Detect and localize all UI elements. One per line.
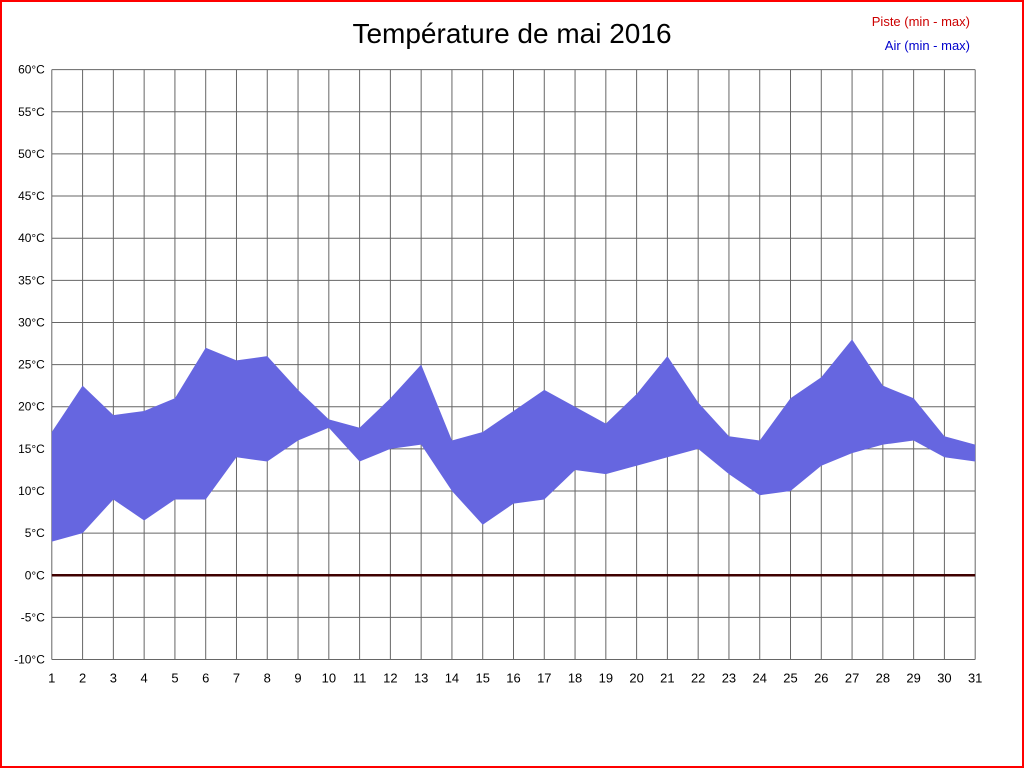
y-tick-label: 10°C — [18, 484, 45, 498]
x-tick-label: 6 — [202, 670, 209, 685]
y-tick-label: -10°C — [14, 653, 45, 667]
x-tick-label: 18 — [568, 670, 582, 685]
x-tick-label: 20 — [629, 670, 643, 685]
x-tick-label: 3 — [110, 670, 117, 685]
y-tick-label: 55°C — [18, 105, 45, 119]
x-tick-label: 1 — [48, 670, 55, 685]
x-tick-label: 17 — [537, 670, 551, 685]
x-tick-label: 29 — [906, 670, 920, 685]
x-tick-label: 11 — [353, 670, 366, 685]
y-tick-label: 15°C — [18, 442, 45, 456]
legend-air-label: Air (min - max) — [884, 38, 970, 53]
x-tick-label: 21 — [660, 670, 674, 685]
y-tick-label: 0°C — [25, 568, 45, 582]
x-tick-label: 25 — [783, 670, 797, 685]
x-tick-label: 26 — [814, 670, 828, 685]
x-tick-label: 2 — [79, 670, 86, 685]
x-tick-label: 15 — [476, 670, 490, 685]
x-tick-label: 13 — [414, 670, 428, 685]
x-tick-label: 8 — [264, 670, 271, 685]
x-tick-label: 23 — [722, 670, 736, 685]
x-tick-label: 19 — [599, 670, 613, 685]
y-tick-label: 35°C — [18, 273, 45, 287]
x-tick-label: 5 — [171, 670, 178, 685]
chart-title: Température de mai 2016 — [352, 18, 672, 49]
x-tick-label: 10 — [322, 670, 336, 685]
x-tick-label: 24 — [753, 670, 767, 685]
y-tick-label: 45°C — [18, 189, 45, 203]
y-tick-label: 50°C — [18, 147, 45, 161]
x-tick-label: 30 — [937, 670, 951, 685]
air-minmax-band — [51, 339, 976, 542]
x-tick-label: 16 — [506, 670, 520, 685]
y-tick-label: 40°C — [18, 231, 45, 245]
x-tick-label: 14 — [445, 670, 459, 685]
y-tick-label: 5°C — [25, 526, 45, 540]
y-tick-label: 60°C — [18, 63, 45, 77]
legend: Piste (min - max) Air (min - max) — [872, 10, 970, 58]
legend-piste-label: Piste (min - max) — [871, 14, 970, 29]
x-tick-label: 27 — [845, 670, 859, 685]
x-tick-label: 4 — [141, 670, 148, 685]
y-tick-label: 30°C — [18, 315, 45, 329]
x-tick-label: 12 — [383, 670, 397, 685]
y-tick-label: 20°C — [18, 400, 45, 414]
x-tick-label: 7 — [233, 670, 240, 685]
y-tick-label: 25°C — [18, 358, 45, 372]
x-tick-label: 31 — [968, 670, 982, 685]
x-tick-label: 28 — [876, 670, 890, 685]
x-tick-label: 9 — [294, 670, 301, 685]
x-tick-label: 22 — [691, 670, 705, 685]
y-tick-label: -5°C — [21, 610, 45, 624]
